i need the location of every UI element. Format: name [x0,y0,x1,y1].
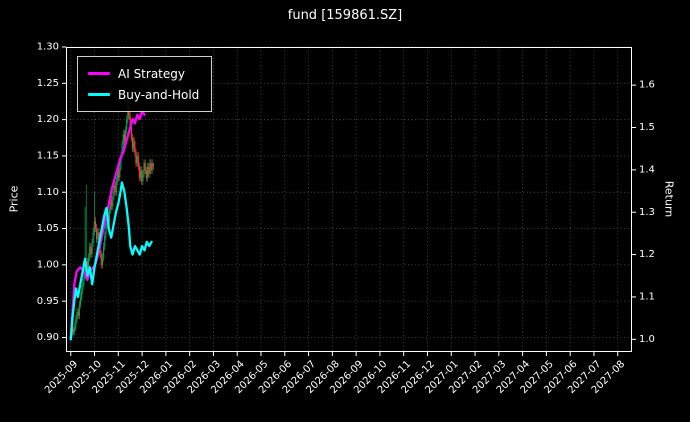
legend-label-buy-and-hold: Buy-and-Hold [118,87,200,102]
right-axis-title: Return [662,180,676,218]
legend-item-buy-and-hold: Buy-and-Hold [88,84,199,105]
legend: AI Strategy Buy-and-Hold [77,56,213,112]
chart-title: fund [159861.SZ] [287,8,403,23]
left-axis-title: Price [7,185,21,213]
legend-item-ai-strategy: AI Strategy [88,63,199,84]
buy-and-hold-line-swatch [88,93,110,96]
legend-label-ai-strategy: AI Strategy [118,66,185,81]
ai-strategy-line-swatch [88,72,110,75]
